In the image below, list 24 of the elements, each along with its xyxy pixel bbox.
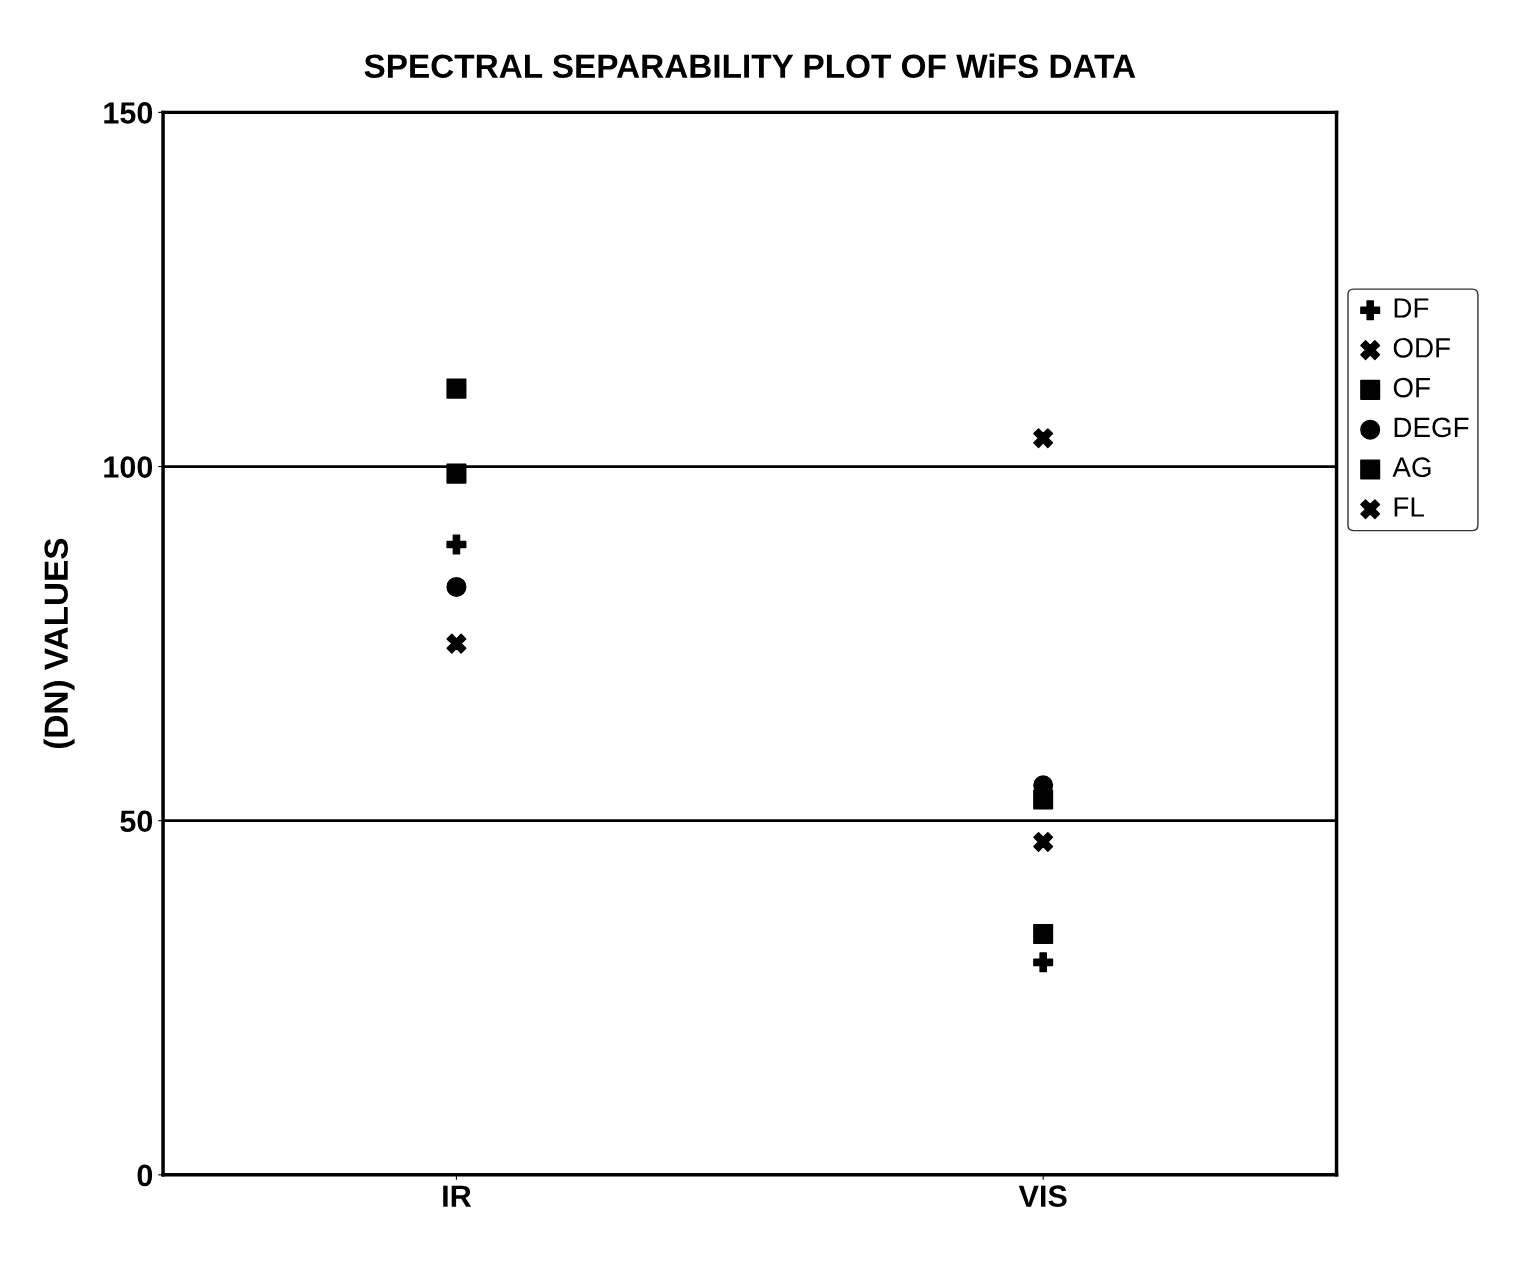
point — [446, 463, 467, 484]
legend-label: AG — [1392, 457, 1431, 477]
legend-label: FL — [1394, 497, 1424, 517]
y-tick-label: 150 — [104, 102, 153, 124]
point — [446, 378, 467, 399]
point — [446, 576, 467, 597]
y-tick-label: 50 — [120, 810, 153, 833]
x-tick-label: IR — [443, 1185, 472, 1207]
point — [1033, 924, 1054, 945]
point — [1033, 789, 1054, 810]
legend-label: ODF — [1393, 337, 1450, 358]
y-axis-title: (DN) VALUES — [43, 538, 75, 749]
point — [446, 534, 467, 555]
point — [1033, 831, 1054, 852]
x-tick-label: VIS — [1018, 1185, 1067, 1208]
point — [1033, 952, 1054, 973]
legend-label: OF — [1393, 377, 1430, 398]
y-tick-label: 100 — [104, 456, 153, 478]
chart-title: SPECTRAL SEPARABILITY PLOT OF WiFS DATA — [364, 53, 1136, 78]
point — [1033, 428, 1054, 449]
y-tick-label: 0 — [137, 1164, 153, 1187]
legend-label: DF — [1394, 298, 1429, 318]
legend-label: DEGF — [1394, 417, 1469, 438]
point — [446, 633, 467, 654]
